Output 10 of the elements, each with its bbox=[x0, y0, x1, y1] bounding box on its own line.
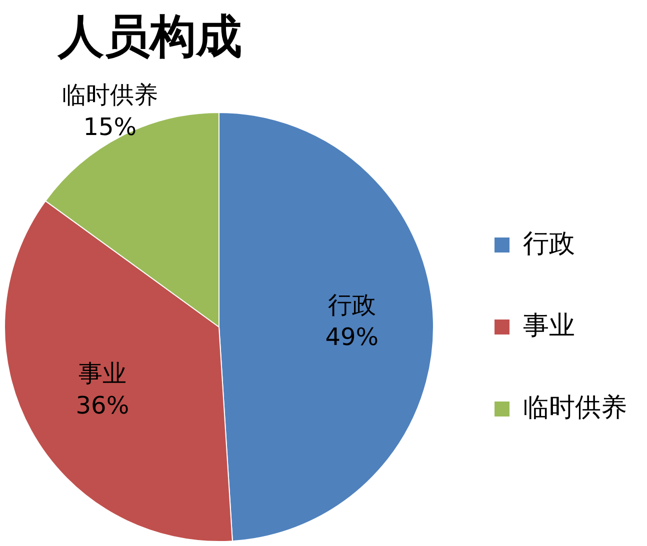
slice-label: 事业 bbox=[78, 359, 126, 388]
slice-label: 临时供养 bbox=[62, 81, 158, 110]
legend-label: 行政 bbox=[523, 228, 575, 259]
data-label: 36% bbox=[76, 391, 130, 420]
legend-label: 事业 bbox=[523, 310, 575, 341]
data-label: 49% bbox=[325, 323, 379, 352]
chart-title: 人员构成 bbox=[58, 8, 242, 65]
data-label: 15% bbox=[83, 113, 137, 142]
legend-label: 临时供养 bbox=[523, 392, 627, 423]
slice-label: 行政 bbox=[328, 291, 376, 320]
